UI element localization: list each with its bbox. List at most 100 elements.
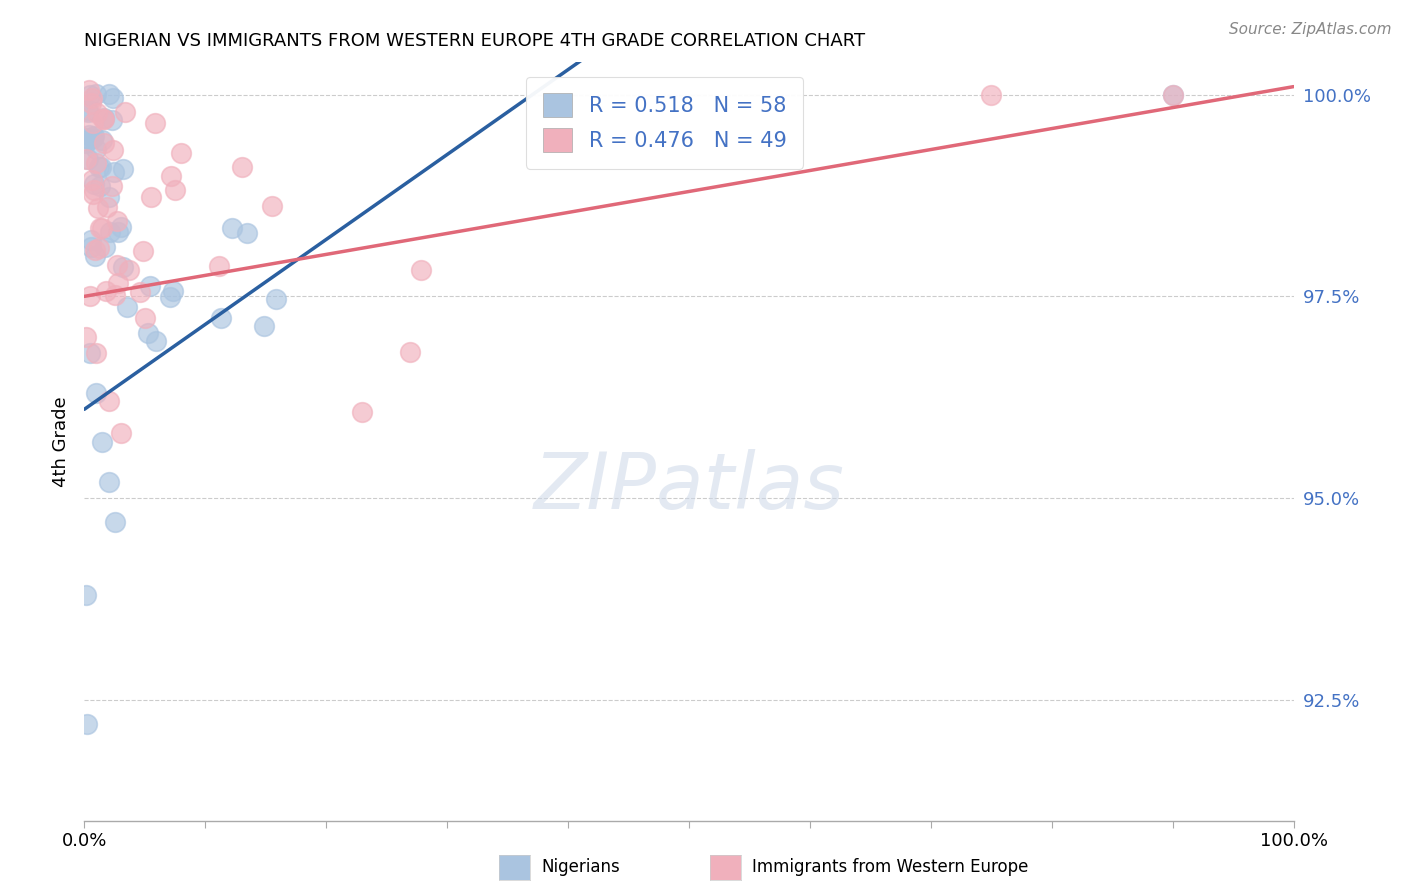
Point	[75, 152, 97, 166]
Point	[83, 183, 105, 197]
Point	[110, 219, 132, 234]
Text: Source: ZipAtlas.com: Source: ZipAtlas.com	[1229, 22, 1392, 37]
Point	[208, 259, 231, 273]
Point	[105, 213, 128, 227]
Legend: R = 0.518   N = 58, R = 0.476   N = 49: R = 0.518 N = 58, R = 0.476 N = 49	[526, 77, 803, 169]
Text: Immigrants from Western Europe: Immigrants from Western Europe	[752, 858, 1029, 876]
Point	[115, 300, 138, 314]
Point	[162, 284, 184, 298]
Point	[103, 91, 125, 105]
Point	[79, 289, 101, 303]
Point	[134, 311, 156, 326]
Point	[90, 133, 112, 147]
Point	[160, 169, 183, 183]
Point	[77, 132, 100, 146]
Point	[89, 220, 111, 235]
Point	[104, 515, 127, 529]
Point	[101, 179, 124, 194]
Point	[145, 334, 167, 348]
Point	[112, 260, 135, 274]
Point	[97, 394, 120, 409]
Point	[107, 225, 129, 239]
Point	[236, 227, 259, 241]
Point	[107, 276, 129, 290]
Point	[103, 165, 125, 179]
Text: Nigerians: Nigerians	[541, 858, 620, 876]
Point	[76, 104, 98, 119]
Point	[83, 243, 105, 257]
Point	[75, 588, 97, 602]
Point	[77, 153, 100, 167]
Point	[253, 319, 276, 334]
Point	[97, 475, 120, 489]
Point	[96, 285, 118, 299]
Point	[86, 105, 108, 120]
Point	[91, 112, 114, 127]
Point	[82, 116, 104, 130]
Point	[93, 112, 115, 126]
Point	[170, 145, 193, 160]
Point	[91, 434, 114, 449]
Point	[93, 136, 115, 151]
Point	[411, 262, 433, 277]
Point	[165, 183, 187, 197]
Point	[84, 156, 107, 170]
Point	[129, 285, 152, 300]
Point	[86, 142, 108, 156]
Point	[89, 242, 111, 256]
Point	[131, 244, 153, 258]
Point	[260, 199, 283, 213]
Point	[100, 112, 122, 127]
Text: ZIPatlas: ZIPatlas	[533, 449, 845, 525]
Point	[82, 186, 104, 201]
Point	[84, 249, 107, 263]
Point	[82, 131, 104, 145]
Point	[93, 112, 115, 127]
Point	[80, 95, 103, 110]
Point	[77, 103, 100, 117]
Point	[83, 128, 105, 143]
Point	[79, 128, 101, 142]
Point	[139, 278, 162, 293]
Point	[114, 105, 136, 120]
Point	[1161, 87, 1184, 102]
Point	[221, 221, 243, 235]
Point	[266, 292, 288, 306]
Point	[79, 87, 101, 102]
Point	[83, 177, 105, 191]
Y-axis label: 4th Grade: 4th Grade	[52, 396, 70, 487]
Point	[159, 290, 181, 304]
Point	[87, 202, 110, 216]
Point	[80, 240, 103, 254]
Point	[399, 344, 422, 359]
Point	[112, 162, 135, 177]
Point	[105, 258, 128, 272]
Point	[90, 160, 112, 174]
Point	[104, 287, 127, 301]
Point	[84, 87, 107, 102]
Point	[98, 87, 121, 101]
Point	[118, 263, 141, 277]
Point	[79, 83, 101, 97]
Point	[89, 178, 111, 193]
Point	[980, 87, 1002, 102]
Point	[96, 200, 118, 214]
Point	[136, 326, 159, 340]
Point	[86, 346, 108, 360]
Point	[86, 386, 108, 401]
Point	[94, 240, 117, 254]
Point	[75, 131, 97, 145]
Point	[75, 136, 97, 150]
Point	[209, 310, 232, 325]
Point	[75, 329, 97, 343]
Point	[80, 234, 103, 248]
Point	[101, 143, 124, 157]
Point	[231, 161, 253, 175]
Point	[110, 426, 132, 441]
Point	[98, 225, 121, 239]
Text: NIGERIAN VS IMMIGRANTS FROM WESTERN EUROPE 4TH GRADE CORRELATION CHART: NIGERIAN VS IMMIGRANTS FROM WESTERN EURO…	[84, 32, 866, 50]
Point	[82, 91, 104, 105]
Point	[97, 190, 120, 204]
Point	[91, 221, 114, 235]
Point	[76, 716, 98, 731]
